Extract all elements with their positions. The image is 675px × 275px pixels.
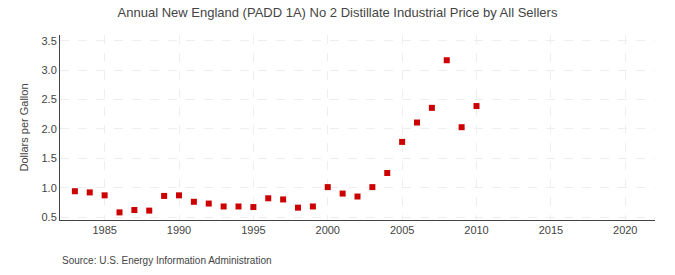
svg-text:2010: 2010 xyxy=(464,224,488,236)
svg-text:2020: 2020 xyxy=(613,224,637,236)
svg-text:Annual New England (PADD 1A) N: Annual New England (PADD 1A) No 2 Distil… xyxy=(118,5,558,20)
svg-text:2015: 2015 xyxy=(539,224,563,236)
svg-text:1.0: 1.0 xyxy=(42,182,57,194)
svg-text:1990: 1990 xyxy=(167,224,191,236)
svg-text:2000: 2000 xyxy=(316,224,340,236)
svg-text:3.5: 3.5 xyxy=(42,35,57,47)
svg-text:1985: 1985 xyxy=(92,224,116,236)
svg-text:2005: 2005 xyxy=(390,224,414,236)
svg-text:2.5: 2.5 xyxy=(42,93,57,105)
svg-text:1995: 1995 xyxy=(241,224,265,236)
svg-text:Source: U.S. Energy Informatio: Source: U.S. Energy Information Administ… xyxy=(62,255,272,266)
svg-text:2.0: 2.0 xyxy=(42,123,57,135)
svg-text:0.5: 0.5 xyxy=(42,211,57,223)
svg-text:3.0: 3.0 xyxy=(42,64,57,76)
svg-text:Dollars per Gallon: Dollars per Gallon xyxy=(18,83,30,171)
svg-text:1.5: 1.5 xyxy=(42,152,57,164)
